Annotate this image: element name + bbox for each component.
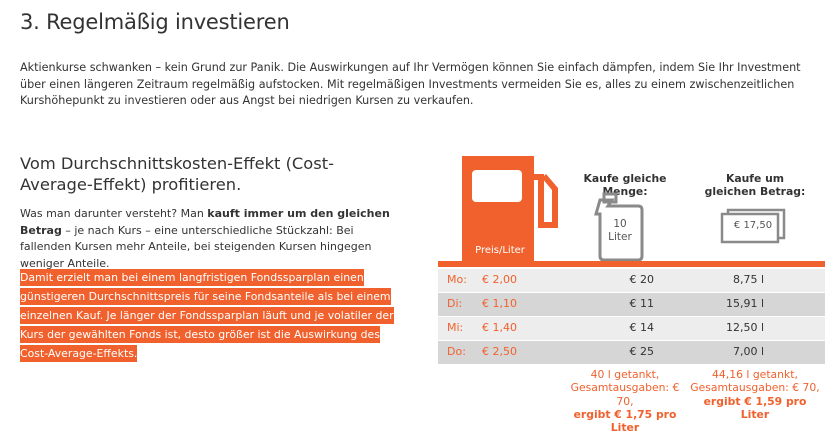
row-day: Do:: [447, 345, 466, 358]
bill-amount: € 17,50: [733, 220, 773, 231]
row-liters: 15,91 l: [725, 297, 764, 310]
summary-same-quantity: 40 l getankt, Gesamtausgaben: € 70, ergi…: [570, 368, 680, 434]
row-liters: 8,75 l: [732, 273, 764, 286]
row-price: € 1,40: [482, 321, 517, 334]
table-row: Do: € 2,50 € 25 7,00 l: [438, 341, 825, 364]
summary-same-amount: 44,16 l getankt, Gesamtausgaben: € 70, e…: [690, 368, 820, 421]
page-title: 3. Regelmäßig investieren: [20, 10, 290, 34]
table-row: Mi: € 1,40 € 14 12,50 l: [438, 317, 825, 340]
row-liters: 7,00 l: [732, 345, 764, 358]
summary-line: Gesamtausgaben: € 70,: [570, 381, 680, 408]
canister-label: 10 Liter: [608, 218, 632, 243]
paragraph-bold: kauft immer um den gleichen Betrag: [20, 207, 390, 237]
paragraph-text-end: – je nach Kurs – eine unterschiedliche S…: [20, 223, 372, 270]
table-row: Di: € 1,10 € 11 15,91 l: [438, 293, 825, 316]
row-day: Mo:: [447, 273, 467, 286]
highlighted-text: Damit erzielt man bei einem langfristige…: [20, 269, 394, 362]
summary-line: 44,16 l getankt,: [712, 368, 798, 381]
intro-paragraph: Aktienkurse schwanken – kein Grund zur P…: [20, 61, 801, 107]
section-title: Vom Durchschnittskosten-Effekt (Cost-Ave…: [20, 154, 334, 194]
orange-divider: [438, 261, 825, 267]
fuel-canister-icon: [594, 192, 644, 262]
table-row: Mo: € 2,00 € 20 8,75 l: [438, 269, 825, 292]
row-amount: € 25: [629, 345, 655, 358]
summary-line: 40 l getankt,: [590, 368, 660, 381]
row-amount: € 11: [629, 297, 655, 310]
fuel-pump-icon: [462, 156, 558, 262]
highlighted-selection: Damit erzielt man bei einem langfristige…: [20, 268, 405, 363]
pump-label: Preis/Liter: [475, 245, 525, 256]
row-liters: 12,50 l: [725, 321, 764, 334]
row-day: Mi:: [447, 321, 464, 334]
money-bills-icon: [720, 208, 786, 244]
paragraph-text-start: Was man darunter versteht? Man: [20, 207, 208, 220]
row-amount: € 20: [629, 273, 655, 286]
column-title-same-amount: Kaufe um gleichen Betrag:: [704, 172, 806, 198]
summary-line: Gesamtausgaben: € 70,: [690, 381, 820, 395]
summary-result: ergibt € 1,75 pro Liter: [573, 407, 677, 434]
fuel-table: Mo: € 2,00 € 20 8,75 l Di: € 1,10 € 11 1…: [438, 269, 825, 364]
row-price: € 2,00: [482, 273, 517, 286]
summary-result: ergibt € 1,59 pro Liter: [703, 394, 807, 421]
row-amount: € 14: [629, 321, 655, 334]
row-day: Di:: [447, 297, 463, 310]
row-price: € 1,10: [482, 297, 517, 310]
section-paragraph: Was man darunter versteht? Man kauft imm…: [20, 206, 405, 272]
row-price: € 2,50: [482, 345, 517, 358]
